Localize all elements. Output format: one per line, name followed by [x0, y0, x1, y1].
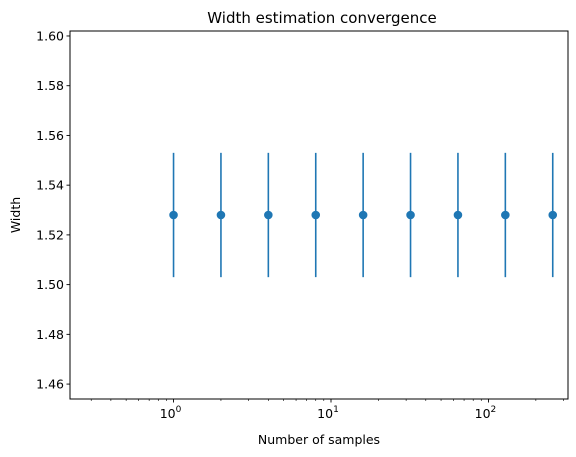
y-tick-label: 1.56	[36, 128, 64, 143]
y-tick-label: 1.52	[36, 227, 64, 242]
data-point	[453, 210, 463, 220]
data-point	[216, 210, 226, 220]
x-tick-label: 102	[475, 405, 497, 421]
data-point	[548, 210, 558, 220]
x-tick-label: 100	[160, 405, 182, 421]
x-tick-label: 101	[317, 405, 339, 421]
y-tick-label: 1.60	[36, 28, 64, 43]
y-tick-label: 1.54	[36, 178, 64, 193]
data-point	[264, 210, 273, 220]
y-axis-label: Width	[8, 197, 23, 233]
data-point	[311, 210, 321, 220]
data-point	[358, 210, 368, 220]
data-point	[406, 210, 415, 220]
y-tick-label: 1.50	[36, 277, 64, 292]
data-point	[501, 210, 510, 220]
y-tick-label: 1.48	[36, 327, 64, 342]
y-tick-label: 1.58	[36, 78, 64, 93]
plot-frame	[69, 30, 569, 400]
data-point	[169, 210, 178, 220]
chart-title: Width estimation convergence	[207, 9, 436, 27]
x-axis-label: Number of samples	[258, 432, 380, 447]
y-tick-label: 1.46	[36, 377, 64, 392]
